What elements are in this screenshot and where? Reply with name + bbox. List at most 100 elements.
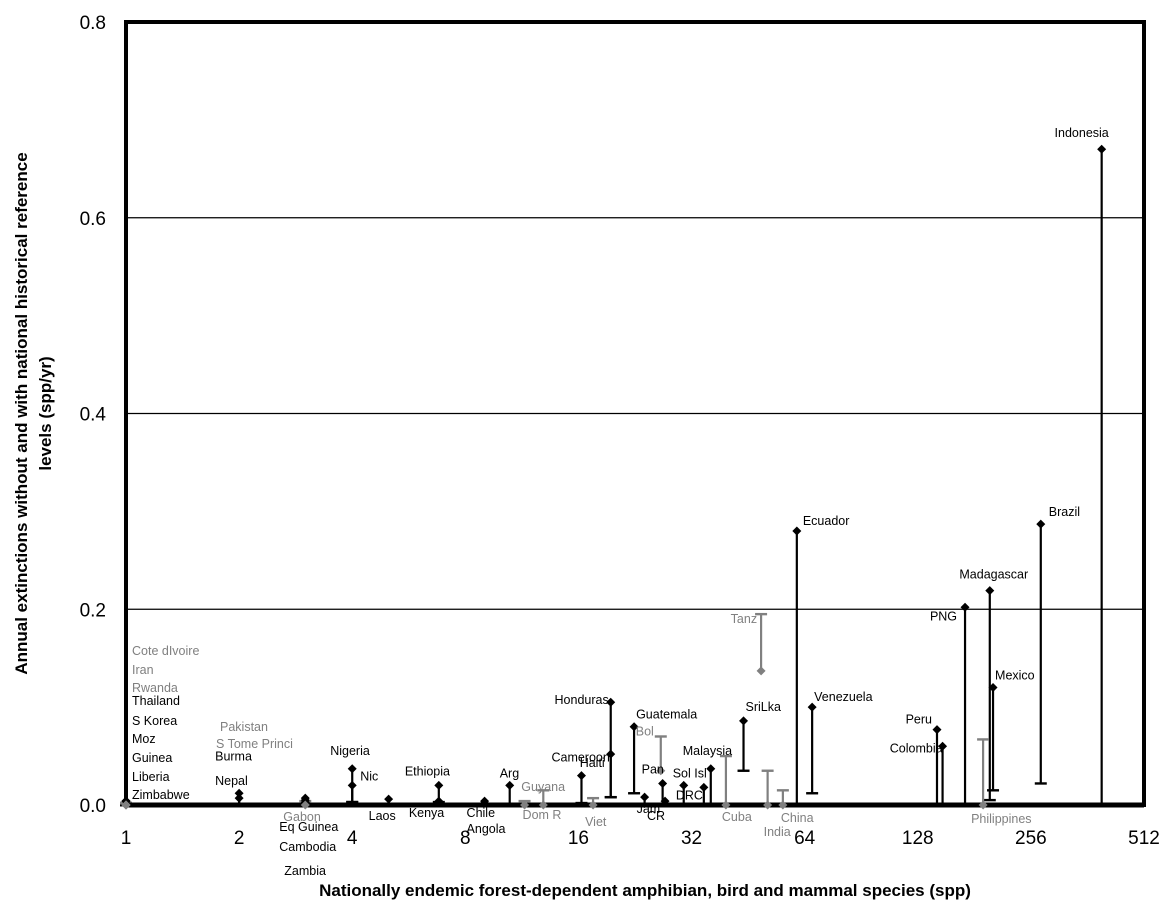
point-arg bbox=[505, 780, 515, 790]
label-cuba: Cuba bbox=[722, 810, 752, 824]
label-nigeria: Nigeria bbox=[330, 744, 370, 758]
label-viet: Viet bbox=[585, 815, 607, 829]
point-srilka bbox=[739, 716, 749, 726]
label-cote-divoire: Cote dIvoire bbox=[132, 644, 199, 658]
point-drc bbox=[699, 782, 709, 792]
point-laos bbox=[384, 794, 394, 804]
label-moz: Moz bbox=[132, 732, 156, 746]
point-bol bbox=[656, 766, 666, 776]
label-tanz: Tanz bbox=[731, 612, 757, 626]
label-gabon: Gabon bbox=[283, 810, 321, 824]
points-layer bbox=[121, 144, 1107, 810]
x-tick-label: 2 bbox=[234, 828, 245, 849]
point-colombia bbox=[938, 741, 948, 751]
label-honduras: Honduras bbox=[555, 693, 609, 707]
label-chile: Chile bbox=[467, 806, 496, 820]
label-malaysia: Malaysia bbox=[683, 744, 732, 758]
point-haiti bbox=[606, 749, 616, 759]
y-axis-title-line-2: levels (spp/yr) bbox=[36, 356, 55, 470]
label-dom-r: Dom R bbox=[523, 808, 562, 822]
label-india: India bbox=[764, 825, 791, 839]
point-ethiopia bbox=[434, 780, 444, 790]
label-nepal: Nepal bbox=[215, 774, 248, 788]
label-zambia: Zambia bbox=[284, 864, 326, 878]
point-indonesia bbox=[1097, 144, 1107, 154]
label-indonesia: Indonesia bbox=[1055, 126, 1109, 140]
label-guyana: Guyana bbox=[521, 780, 565, 794]
label-thailand: Thailand bbox=[132, 694, 180, 708]
x-tick-label: 4 bbox=[347, 828, 358, 849]
y-axis-title-line-1: Annual extinctions without and with nati… bbox=[12, 152, 31, 674]
point-philippines bbox=[978, 800, 988, 810]
label-pakistan: Pakistan bbox=[220, 720, 268, 734]
label-guinea: Guinea bbox=[132, 751, 172, 765]
point-cr bbox=[660, 796, 670, 806]
label-cameroon: Cameroon bbox=[551, 751, 609, 765]
point-guyana bbox=[538, 800, 548, 810]
point-cameroon bbox=[576, 771, 586, 781]
x-axis-title: Nationally endemic forest-dependent amph… bbox=[319, 881, 971, 900]
x-tick-label: 16 bbox=[568, 828, 589, 849]
point-burma bbox=[234, 788, 244, 798]
point-viet bbox=[588, 800, 598, 810]
label-ecuador: Ecuador bbox=[803, 514, 850, 528]
label-jam: Jam bbox=[637, 802, 661, 816]
label-nic: Nic bbox=[360, 769, 378, 783]
label-ethiopia: Ethiopia bbox=[405, 764, 450, 778]
x-tick-label: 128 bbox=[902, 828, 934, 849]
y-tick-label: 0.0 bbox=[80, 796, 106, 817]
point-png bbox=[960, 602, 970, 612]
point-nigeria bbox=[347, 764, 357, 774]
label-sol-isl: Sol Isl bbox=[673, 766, 707, 780]
label-iran: Iran bbox=[132, 663, 154, 677]
x-tick-label: 512 bbox=[1128, 828, 1160, 849]
bars-layer bbox=[120, 149, 1108, 807]
y-tick-label: 0.8 bbox=[80, 13, 106, 34]
label-cr: CR bbox=[647, 809, 665, 823]
point-sol-isl bbox=[679, 780, 689, 790]
label-liberia: Liberia bbox=[132, 770, 170, 784]
ticks-layer: 0.0 0.2 0.4 0.6 0.8 1 2 4 8 16 32 64 128 256 512 bbox=[80, 13, 1160, 849]
point-mexico bbox=[988, 683, 998, 693]
label-madagascar: Madagascar bbox=[959, 568, 1028, 582]
point-cuba bbox=[721, 800, 731, 810]
y-tick-label: 0.6 bbox=[80, 209, 106, 230]
label-angola: Angola bbox=[467, 822, 506, 836]
label-colombia: Colombia bbox=[890, 741, 943, 755]
label-pan: Pan bbox=[642, 762, 664, 776]
label-burma: Burma bbox=[215, 749, 252, 763]
point-china bbox=[778, 800, 788, 810]
point-gabon bbox=[300, 800, 310, 810]
point-tanz bbox=[756, 666, 766, 676]
point-dom-r bbox=[520, 800, 530, 810]
label-arg: Arg bbox=[500, 766, 520, 780]
y-tick-label: 0.4 bbox=[80, 405, 107, 426]
label-mexico: Mexico bbox=[995, 669, 1035, 683]
x-tick-label: 32 bbox=[681, 828, 702, 849]
point-kenya bbox=[434, 796, 444, 806]
point-jam bbox=[640, 792, 650, 802]
point-venezuela bbox=[807, 702, 817, 712]
point-malaysia bbox=[706, 764, 716, 774]
label-eq-guinea: Eq Guinea bbox=[279, 820, 338, 834]
point-peru bbox=[932, 725, 942, 735]
point-nepal bbox=[234, 793, 244, 803]
point-nic bbox=[347, 780, 357, 790]
x-tick-label: 256 bbox=[1015, 828, 1047, 849]
label-haiti: Haiti bbox=[580, 756, 605, 770]
point-pan bbox=[658, 778, 668, 788]
x-tick-label: 64 bbox=[794, 828, 816, 849]
y-tick-label: 0.2 bbox=[80, 600, 106, 621]
grid-layer bbox=[126, 217, 1144, 610]
x-tick-label: 8 bbox=[460, 828, 471, 849]
label-cambodia: Cambodia bbox=[279, 840, 336, 854]
point-madagascar bbox=[985, 586, 995, 596]
label-brazil: Brazil bbox=[1049, 505, 1080, 519]
label-srilka: SriLka bbox=[746, 700, 781, 714]
label-bol: Bol bbox=[636, 725, 654, 739]
point-ecuador bbox=[792, 526, 802, 536]
label-zimbabwe: Zimbabwe bbox=[132, 788, 190, 802]
label-rwanda: Rwanda bbox=[132, 681, 178, 695]
